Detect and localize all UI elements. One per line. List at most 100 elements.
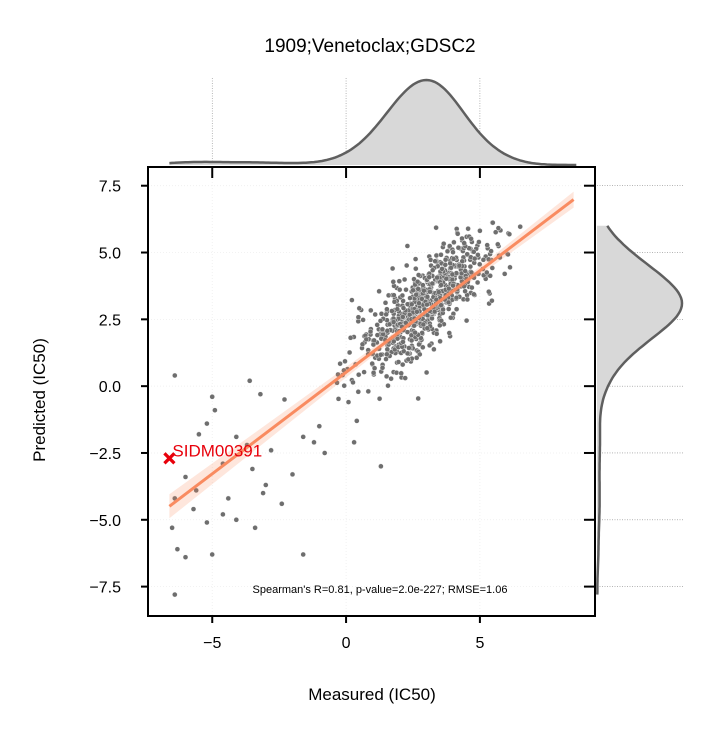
y-tick-label: −2.5 (89, 446, 121, 463)
data-point (400, 361, 406, 368)
data-point (448, 315, 454, 321)
data-point (507, 264, 513, 270)
data-point (204, 420, 210, 427)
axes: −5 0 5 7.5 5.0 2.5 0.0 −2.5 −5.0 −7.5 (89, 167, 595, 652)
data-point (196, 431, 202, 437)
data-point (351, 439, 357, 445)
data-point (437, 322, 443, 329)
data-point (449, 271, 456, 278)
data-point (300, 434, 306, 440)
data-point (405, 356, 411, 363)
data-point (322, 450, 328, 456)
data-point (446, 306, 452, 312)
data-point (406, 345, 412, 351)
data-point (464, 296, 471, 303)
data-point (388, 376, 394, 382)
data-point (355, 389, 361, 395)
data-point (438, 302, 444, 308)
data-point (249, 466, 256, 472)
data-point (475, 252, 481, 258)
data-point (172, 591, 178, 598)
y-tick-label: 7.5 (99, 179, 121, 196)
y-density-curve (596, 225, 684, 595)
data-point (439, 266, 445, 272)
y-axis-title: Predicted (IC50) (30, 338, 49, 462)
data-point (383, 311, 389, 318)
data-point (484, 269, 490, 276)
data-point (389, 265, 396, 272)
data-point (390, 279, 396, 285)
data-point (414, 355, 420, 361)
data-point (480, 257, 487, 263)
data-point (443, 276, 449, 282)
data-point (413, 292, 419, 298)
y-tick-label: −7.5 (89, 580, 121, 597)
data-point (420, 344, 426, 350)
data-point (412, 256, 419, 262)
y-density-fill (597, 225, 682, 595)
confidence-band (169, 191, 574, 519)
y-tick-label: 0.0 (99, 379, 121, 396)
data-point (506, 231, 513, 237)
data-point (462, 288, 468, 294)
data-point (350, 379, 356, 386)
data-point (416, 300, 422, 306)
data-point (409, 301, 415, 307)
data-point (469, 284, 475, 291)
data-point (379, 326, 386, 332)
data-point (349, 297, 355, 303)
highlight-marker (163, 452, 176, 465)
data-point (212, 407, 218, 413)
scatter-points (169, 219, 523, 598)
data-point (476, 239, 482, 245)
data-point (434, 331, 440, 337)
data-point (404, 243, 411, 249)
data-point (502, 271, 508, 277)
data-point (384, 346, 390, 352)
data-point (391, 292, 397, 298)
data-point (384, 306, 390, 312)
data-point (365, 388, 371, 395)
data-point (437, 338, 443, 344)
data-point (431, 346, 437, 352)
data-point (384, 351, 390, 357)
data-point (391, 299, 398, 305)
data-point (389, 308, 395, 314)
data-point (477, 228, 483, 234)
regression-line-stroke (168, 198, 575, 508)
data-point (383, 356, 389, 362)
data-point (410, 287, 416, 293)
data-point (397, 287, 403, 293)
data-point (404, 329, 411, 335)
data-point (394, 306, 400, 312)
data-point (371, 337, 377, 344)
data-point (311, 439, 317, 445)
data-point (424, 294, 431, 300)
data-point (190, 506, 197, 512)
data-point (372, 311, 378, 318)
data-point (486, 289, 492, 295)
data-point (281, 396, 288, 403)
data-point (204, 519, 210, 526)
data-point (394, 336, 401, 342)
data-point (252, 525, 258, 531)
x-tick-label: 0 (342, 635, 351, 652)
data-point (429, 315, 435, 322)
data-point (376, 288, 382, 294)
data-point (347, 335, 354, 341)
data-point (359, 341, 366, 347)
data-point (477, 261, 483, 267)
data-point (174, 546, 181, 552)
data-point (421, 288, 427, 294)
data-point (484, 242, 490, 248)
data-point (263, 482, 269, 488)
data-point (386, 321, 393, 327)
data-point (467, 263, 474, 270)
data-point (355, 314, 362, 320)
data-point (361, 369, 367, 375)
data-point (432, 258, 438, 264)
data-point (474, 279, 481, 286)
data-point (172, 372, 178, 379)
x-tick-label: −5 (203, 635, 221, 652)
